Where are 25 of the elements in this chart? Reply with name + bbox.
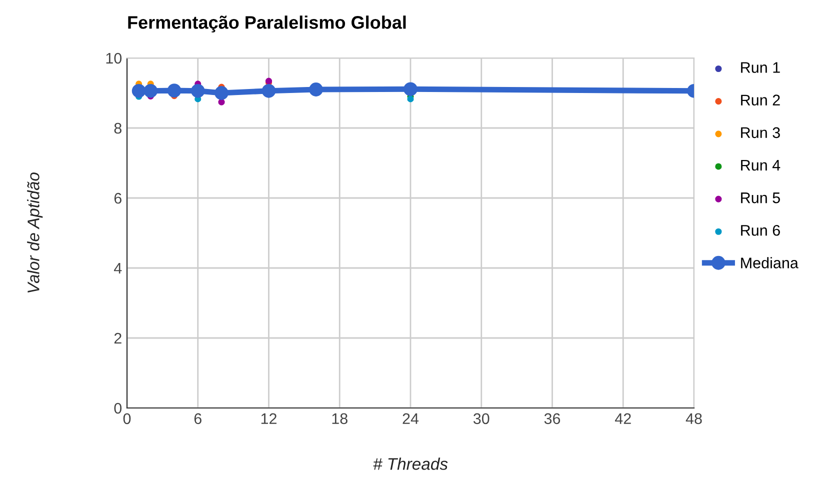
y-tick-label: 2 xyxy=(114,332,122,344)
chart-title: Fermentação Paralelismo Global xyxy=(128,16,406,32)
x-tick-label: 6 xyxy=(194,413,202,424)
x-tick-label: 42 xyxy=(614,413,631,424)
x-tick-label: 0 xyxy=(123,413,131,424)
x-tick-label: 36 xyxy=(544,413,560,424)
x-tick-label: 30 xyxy=(473,413,490,424)
legend-label: Run 3 xyxy=(741,127,780,138)
x-tick-label: 12 xyxy=(261,413,276,424)
x-axis-title: # Threads xyxy=(373,458,448,470)
legend-label: Run 4 xyxy=(741,160,780,171)
legend-label: Run 5 xyxy=(741,192,780,204)
y-tick-label: 8 xyxy=(114,122,122,134)
y-tick-label: 4 xyxy=(114,263,122,274)
y-tick-label: 6 xyxy=(114,192,122,204)
x-tick-label: 18 xyxy=(332,413,348,424)
legend-label: Run 1 xyxy=(741,62,780,73)
legend-label: Run 2 xyxy=(741,94,780,106)
y-axis-title: Valor de Aptidão xyxy=(27,172,43,293)
legend-label: Mediana xyxy=(741,257,798,268)
y-tick-label: 10 xyxy=(106,52,122,64)
x-tick-label: 24 xyxy=(402,413,419,424)
legend-label: Run 6 xyxy=(741,224,780,236)
x-tick-label: 48 xyxy=(686,413,702,424)
y-tick-label: 0 xyxy=(114,402,122,414)
